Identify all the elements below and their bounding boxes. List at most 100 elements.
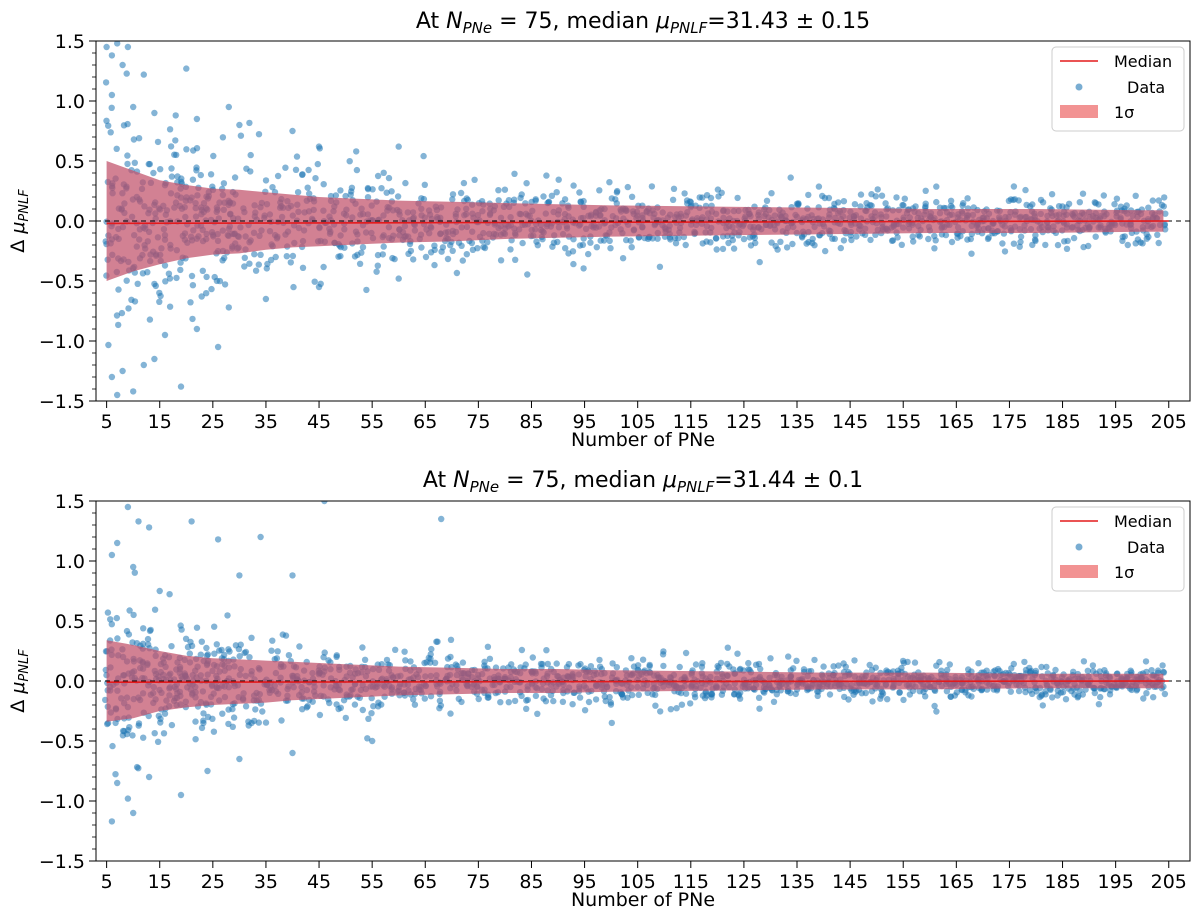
data-point (358, 249, 365, 256)
data-point (707, 239, 714, 246)
data-point (130, 809, 137, 817)
data-point (964, 195, 971, 202)
data-point (755, 694, 763, 701)
data-point (342, 714, 349, 722)
data-point (157, 166, 164, 173)
data-point (154, 738, 162, 745)
data-point (933, 198, 940, 206)
data-point (548, 192, 556, 199)
data-point (822, 247, 829, 255)
data-point (1139, 240, 1146, 247)
data-point (447, 636, 455, 643)
data-point (183, 146, 190, 153)
data-point (889, 237, 897, 244)
data-point (770, 698, 778, 705)
data-point (772, 242, 779, 250)
data-point (755, 660, 763, 668)
data-point (289, 127, 296, 135)
x-tick-label: 85 (519, 871, 543, 893)
data-point (734, 650, 741, 657)
data-point (1161, 194, 1168, 201)
data-point (933, 183, 940, 190)
data-point (495, 197, 502, 204)
data-point (123, 277, 130, 284)
data-point (189, 176, 197, 183)
data-point (785, 653, 792, 660)
data-point (677, 689, 685, 697)
data-point (540, 193, 547, 200)
data-point (1127, 667, 1134, 674)
data-point (140, 361, 147, 369)
data-point (1038, 663, 1045, 671)
data-point (172, 112, 179, 119)
data-point (374, 172, 382, 180)
data-point (167, 143, 175, 150)
data-point (692, 661, 700, 668)
data-point (193, 325, 201, 333)
x-tick-label: 5 (101, 871, 113, 893)
data-point (269, 184, 276, 191)
data-point (1048, 191, 1056, 198)
data-point (130, 136, 138, 143)
data-point (115, 286, 122, 293)
data-point (294, 189, 302, 196)
data-point (211, 623, 218, 630)
data-point (459, 257, 466, 264)
data-point (672, 240, 680, 247)
data-point (660, 662, 667, 670)
data-point (529, 654, 536, 661)
data-point (145, 524, 153, 531)
data-point (652, 702, 659, 709)
data-point (337, 252, 344, 260)
data-point (114, 41, 121, 47)
data-point (125, 727, 132, 734)
data-point (787, 689, 794, 697)
data-point (123, 70, 130, 77)
chart-title: At NPNe = 75, median μPNLF=31.44 ± 0.1 (423, 468, 863, 496)
data-point (449, 247, 456, 254)
data-point (1101, 667, 1108, 674)
data-point (107, 129, 114, 136)
data-point (931, 702, 938, 710)
data-point (292, 166, 300, 173)
data-point (303, 704, 310, 711)
data-point (959, 202, 966, 209)
data-point (1089, 662, 1097, 669)
data-point (197, 651, 204, 658)
data-point (947, 197, 955, 204)
x-tick-label: 65 (413, 871, 437, 893)
data-point (851, 201, 859, 208)
data-point (575, 662, 582, 669)
data-point (882, 200, 889, 207)
data-point (676, 663, 683, 671)
data-point (114, 779, 121, 787)
data-point (867, 201, 874, 209)
data-point (768, 190, 775, 197)
data-point (315, 283, 323, 291)
data-point (219, 710, 226, 717)
data-point (203, 644, 210, 652)
data-point (1001, 248, 1009, 255)
data-point (166, 126, 174, 133)
data-point (667, 706, 674, 713)
data-point (342, 192, 349, 200)
data-point (431, 261, 438, 269)
data-point (369, 186, 376, 193)
data-point (236, 121, 243, 129)
data-point (118, 309, 126, 317)
data-point (652, 691, 659, 699)
data-point (447, 653, 454, 661)
x-tick-label: 105 (620, 871, 656, 893)
data-point (912, 203, 919, 210)
data-point (407, 658, 414, 665)
data-point (1143, 231, 1150, 238)
data-point (1054, 241, 1062, 249)
data-point (1121, 233, 1129, 240)
data-point (629, 691, 636, 699)
data-point (497, 699, 504, 706)
x-tick-label: 115 (673, 871, 709, 893)
data-point (214, 536, 222, 543)
data-point (282, 164, 289, 171)
data-point (471, 176, 478, 183)
data-point (719, 245, 727, 253)
